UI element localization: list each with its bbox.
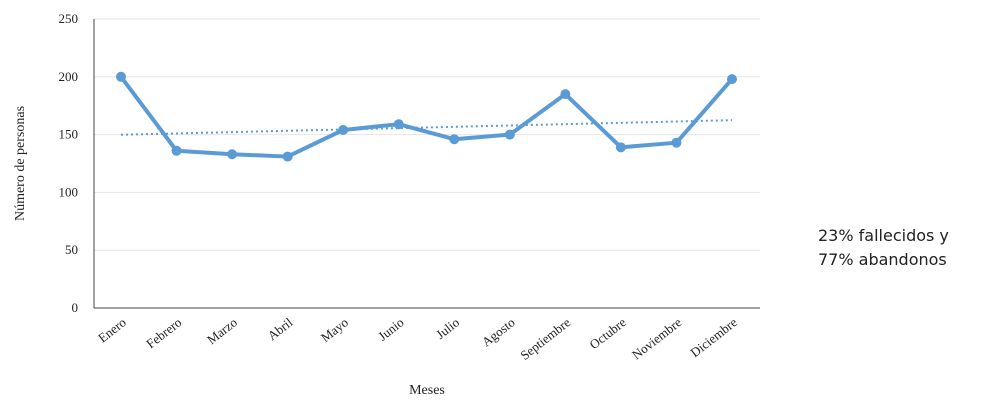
data-point <box>615 142 626 153</box>
gridlines <box>94 18 760 251</box>
series-layer <box>116 71 737 162</box>
data-point <box>227 149 238 160</box>
x-tick-label: Febrero <box>143 315 184 352</box>
annotation-text: 23% fallecidos y 77% abandonos <box>818 224 949 272</box>
data-point <box>504 129 515 140</box>
data-point <box>449 134 460 145</box>
x-tick-label: Julio <box>433 315 462 342</box>
x-tick-label: Junio <box>375 315 406 344</box>
x-tick-label: Diciembre <box>687 314 740 360</box>
data-point <box>171 145 182 156</box>
x-tick-label: Enero <box>95 315 129 346</box>
annotation-line-2: 77% abandonos <box>818 250 947 269</box>
x-tick-label: Marzo <box>204 315 240 348</box>
y-axis-label: Número de personas <box>13 106 28 221</box>
data-point <box>393 119 404 130</box>
data-point <box>116 71 126 82</box>
y-tick-label: 200 <box>59 69 79 84</box>
x-tick-label: Noviembre <box>629 314 684 362</box>
y-tick-label: 0 <box>72 300 79 315</box>
x-tick-label: Agosto <box>479 315 518 350</box>
x-tick-label: Octubre <box>587 314 629 352</box>
series-line <box>119 74 734 159</box>
x-tick-label: Mayo <box>318 315 351 346</box>
y-tick-label: 150 <box>59 127 79 142</box>
x-tick-label: Septiembre <box>517 314 573 362</box>
x-axis-label: Meses <box>409 383 445 398</box>
trendline <box>120 119 733 136</box>
trendline-layer <box>120 119 733 136</box>
data-point <box>727 74 737 85</box>
data-point <box>282 151 293 162</box>
y-tick-label: 250 <box>59 11 79 26</box>
y-tick-label: 100 <box>59 184 79 199</box>
data-point <box>560 89 571 100</box>
annotation-line-1: 23% fallecidos y <box>818 226 949 245</box>
tick-labels: 0 50 100 150 200 250 Enero Febrero Marzo Abril May… <box>59 11 741 363</box>
y-tick-label: 50 <box>65 242 78 257</box>
x-tick-label: Abril <box>265 314 296 343</box>
data-point <box>671 137 682 148</box>
axes <box>93 19 760 309</box>
data-point <box>338 124 349 135</box>
